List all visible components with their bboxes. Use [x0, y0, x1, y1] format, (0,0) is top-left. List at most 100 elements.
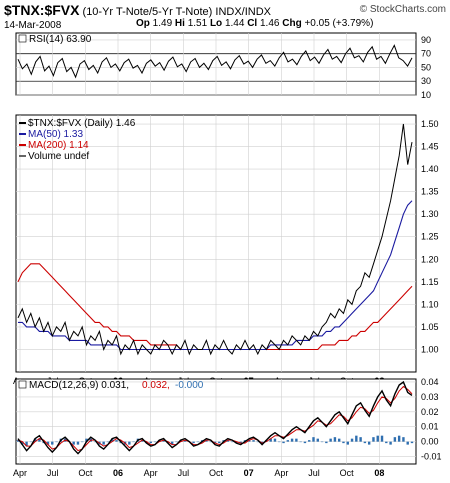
change-value: +0.05 (+3.79%) [304, 18, 374, 29]
macd-histogram-bar [21, 441, 24, 445]
macd-x-tick-label: Apr [144, 468, 158, 478]
macd-histogram-bar [51, 441, 54, 445]
macd-histogram-bar [162, 440, 165, 442]
macd-histogram-bar [226, 440, 230, 442]
rsi-tick-label: 70 [421, 49, 431, 59]
macd-x-tick-label: Jul [308, 468, 320, 478]
rsi-tick-label: 50 [421, 62, 431, 72]
macd-histogram-bar [299, 441, 302, 443]
macd-histogram-legend: -0.000 [175, 380, 204, 391]
macd-histogram-bar [115, 440, 118, 442]
macd-histogram-bar [46, 441, 50, 445]
macd-histogram-bar [325, 441, 328, 444]
macd-histogram-bar [286, 440, 290, 442]
macd-histogram-bar [372, 437, 375, 442]
quote-line: Op 1.49 Hi 1.51 Lo 1.44 Cl 1.46 Chg +0.0… [136, 18, 373, 29]
macd-histogram-bar [397, 435, 401, 442]
ma200-legend: MA(200) 1.14 [28, 140, 89, 151]
macd-x-tick-label: 07 [244, 468, 254, 478]
macd-histogram-bar [16, 440, 20, 442]
macd-histogram-bar [213, 441, 217, 444]
price-legend: $TNX:$FVX (Daily) 1.46 [28, 118, 136, 129]
close-label: Cl [247, 18, 258, 29]
macd-histogram-bar [385, 441, 388, 444]
macd-x-tick-label: Oct [78, 468, 93, 478]
macd-histogram-bar [346, 441, 349, 445]
macd-histogram-bar [359, 437, 362, 442]
macd-histogram-bar [111, 438, 114, 442]
macd-histogram-bar [308, 440, 311, 442]
macd-tick-label: -0.01 [421, 452, 442, 462]
macd-histogram-bar [140, 440, 144, 442]
macd-legend-swatch [18, 380, 27, 389]
volume-legend: Volume undef [28, 151, 89, 162]
macd-histogram-bar [380, 435, 384, 442]
macd-tick-label: 0.00 [421, 437, 439, 447]
macd-histogram-bar [406, 441, 409, 445]
macd-histogram-bar [312, 437, 315, 442]
macd-histogram-bar [29, 441, 33, 443]
macd-histogram-bar [175, 441, 178, 443]
macd-tick-label: 0.03 [421, 392, 439, 402]
ma50-line [18, 200, 413, 351]
macd-histogram-bar [402, 437, 405, 442]
macd-x-tick-label: 08 [374, 468, 384, 478]
open-value: 1.49 [152, 18, 173, 29]
macd-histogram-bar [205, 440, 208, 442]
macd-histogram-bar [252, 440, 255, 442]
macd-histogram-bar [106, 441, 110, 443]
close-value: 1.46 [259, 18, 280, 29]
macd-histogram-bar [76, 441, 80, 445]
macd-histogram-bar [350, 438, 354, 442]
macd-histogram-bar [128, 441, 131, 445]
macd-histogram-bar [38, 438, 41, 442]
macd-histogram-bar [320, 441, 324, 443]
chart-header: $TNX:$FVX (10-Yr T-Note/5-Yr T-Note) IND… [4, 2, 271, 18]
price-tick-label: 1.30 [421, 209, 439, 219]
low-value: 1.44 [224, 18, 245, 29]
price-tick-label: 1.20 [421, 254, 439, 264]
macd-histogram-bar [355, 435, 358, 442]
rsi-tick-label: 30 [421, 76, 431, 86]
macd-histogram-bar [230, 441, 234, 443]
macd-x-tick-label: Oct [340, 468, 355, 478]
symbol-description: (10-Yr T-Note/5-Yr T-Note) [82, 6, 213, 18]
macd-tick-label: 0.02 [421, 407, 439, 417]
low-label: Lo [209, 18, 223, 29]
macd-histogram-bar [183, 440, 187, 442]
price-tick-label: 1.15 [421, 277, 439, 287]
price-tick-label: 1.45 [421, 142, 439, 152]
rsi-legend-swatch [18, 34, 27, 43]
macd-histogram-bar [278, 441, 281, 443]
macd-histogram-bar [376, 435, 379, 442]
price-line [17, 123, 413, 356]
macd-histogram-bar [393, 437, 397, 442]
macd-histogram-bar [33, 438, 37, 442]
macd-histogram-bar [102, 441, 105, 445]
ma50-legend: MA(50) 1.33 [28, 129, 83, 140]
macd-x-tick-label: Apr [13, 468, 27, 478]
macd-histogram-bar [55, 441, 58, 443]
macd-histogram-bar [303, 441, 307, 444]
macd-histogram-bar [260, 441, 264, 444]
price-tick-label: 1.40 [421, 164, 439, 174]
price-tick-label: 1.10 [421, 299, 439, 309]
macd-histogram-bar [192, 441, 195, 444]
macd-histogram-bar [25, 441, 28, 447]
price-tick-label: 1.25 [421, 232, 439, 242]
macd-histogram-bar [363, 441, 367, 444]
macd-histogram-bar [333, 437, 337, 442]
macd-histogram-bar [209, 441, 212, 443]
high-value: 1.51 [187, 18, 208, 29]
symbol: $TNX:$FVX [4, 2, 80, 18]
macd-histogram-bar [248, 440, 251, 442]
macd-tick-label: 0.04 [421, 377, 439, 387]
macd-x-tick-label: Jul [47, 468, 59, 478]
macd-tick-label: 0.01 [421, 422, 439, 432]
watermark: © StockCharts.com [359, 4, 446, 15]
high-label: Hi [174, 18, 185, 29]
price-tick-label: 1.35 [421, 187, 439, 197]
macd-histogram-bar [295, 438, 298, 442]
rsi-legend: RSI(14) 63.90 [29, 34, 92, 45]
